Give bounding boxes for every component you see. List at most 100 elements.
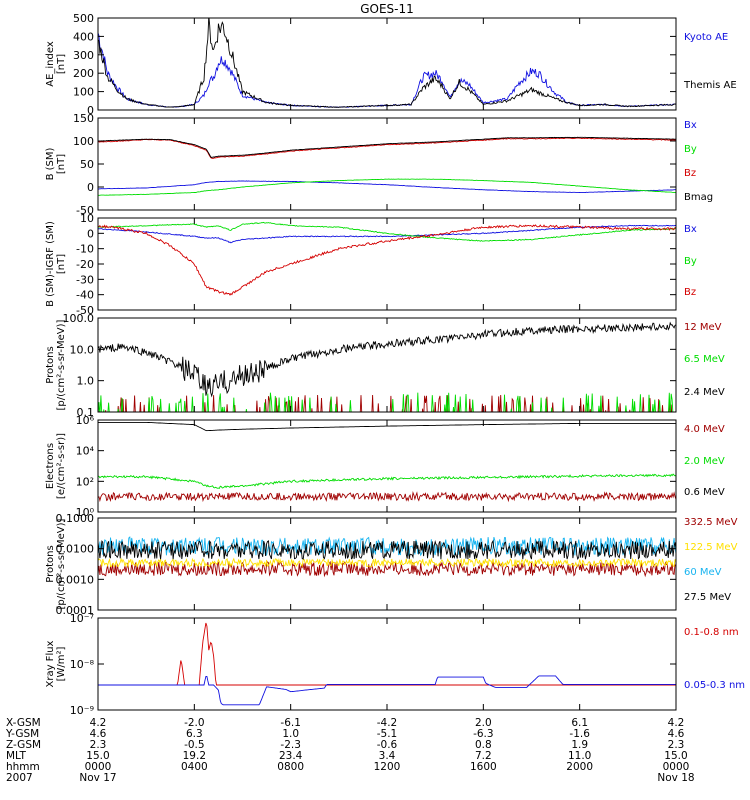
y-axis-label: AE_index <box>45 41 56 87</box>
series-p1-1 <box>98 18 676 109</box>
footer-value: -5.1 <box>377 728 398 740</box>
footer-value: 3.4 <box>379 750 396 762</box>
y-axis-label: Xray Flux <box>45 640 56 687</box>
y-axis-label: B (SM) <box>45 147 56 180</box>
y-tick-label: 500 <box>73 12 94 25</box>
y-axis-label: [nT] <box>56 154 67 174</box>
footer-value: 0000 <box>663 761 690 773</box>
legend-label: Bx <box>684 120 697 131</box>
footer-value: 0000 <box>85 761 112 773</box>
legend-label: 332.5 MeV <box>684 517 738 528</box>
footer-value: 15.0 <box>664 750 687 762</box>
footer-row-label: 2007 <box>6 772 33 784</box>
y-axis-label: B (SM)-IGRF (SM) <box>45 221 56 307</box>
legend-label: 12 MeV <box>684 322 722 333</box>
footer-value: 6.3 <box>186 728 203 740</box>
y-tick-label: 10⁴ <box>76 445 95 458</box>
legend-label: 2.4 MeV <box>684 387 725 398</box>
footer-row-label: Y-GSM <box>5 728 39 740</box>
legend-label: By <box>684 256 697 267</box>
footer-value: 2.3 <box>90 739 107 751</box>
panel-frame <box>97 617 677 711</box>
footer-value: 0400 <box>181 761 208 773</box>
footer-value: 0800 <box>277 761 304 773</box>
footer-value: -0.5 <box>184 739 205 751</box>
y-axis-label: Protons <box>45 346 56 383</box>
footer-value: -2.0 <box>184 717 205 729</box>
y-axis-label: [e/(cm²-s-sr)] <box>56 433 67 499</box>
y-axis-label: [W/m²] <box>56 646 67 681</box>
footer-value: 1200 <box>374 761 401 773</box>
footer-row-label: MLT <box>6 750 26 762</box>
y-axis-label: [p/(cm²-s-sr-MeV)] <box>56 319 67 410</box>
y-tick-label: -50 <box>76 204 94 217</box>
y-tick-label: 10⁰ <box>76 506 95 519</box>
y-tick-label: -40 <box>76 289 94 302</box>
footer-value: 2.0 <box>475 717 492 729</box>
y-tick-label: 0.1000 <box>56 512 95 525</box>
y-tick-label: 400 <box>73 30 94 43</box>
footer-value: 2.3 <box>668 739 685 751</box>
series-p2-2 <box>98 137 676 159</box>
footer-row-label: hhmm <box>6 761 40 773</box>
series-p2-3 <box>98 136 676 158</box>
y-tick-label: 0 <box>87 227 94 240</box>
footer-value: -4.2 <box>377 717 398 729</box>
y-tick-label: 0.0001 <box>56 604 95 617</box>
y-axis-label: Protons <box>45 545 56 582</box>
legend-label: 122.5 MeV <box>684 542 738 553</box>
y-tick-label: 150 <box>73 112 94 125</box>
series-p1-0 <box>98 32 676 108</box>
series-p4-1 <box>98 392 674 412</box>
y-tick-label: -20 <box>76 258 94 271</box>
footer-value: 4.6 <box>90 728 107 740</box>
series-p6-0 <box>98 560 676 578</box>
legend-label: 2.0 MeV <box>684 456 725 467</box>
footer-value: -1.6 <box>569 728 590 740</box>
footer-value: 7.2 <box>475 750 492 762</box>
footer-row-label: Z-GSM <box>6 739 41 751</box>
footer-row-label: X-GSM <box>6 717 41 729</box>
legend-label: Bx <box>684 224 697 235</box>
y-tick-label: 0.0100 <box>56 543 95 556</box>
y-axis-label: [nT] <box>56 54 67 74</box>
y-tick-label: 0 <box>87 181 94 194</box>
y-axis-label: [p/(cm²-s-sr-MeV)] <box>56 518 67 609</box>
y-tick-label: 100.0 <box>63 312 95 325</box>
panel-frame <box>97 117 677 211</box>
y-tick-label: 10² <box>76 475 94 488</box>
y-tick-label: 200 <box>73 67 94 80</box>
footer-value: 1600 <box>470 761 497 773</box>
y-axis-label: Electrons <box>45 443 56 489</box>
plot-title: GOES-11 <box>360 2 414 16</box>
legend-label: By <box>684 144 697 155</box>
panel-p2: 150 100 50 0 -50 B (SM) [nT] Bx By Bz Bmag <box>45 112 713 217</box>
footer-value: 2000 <box>566 761 593 773</box>
y-tick-label: 0.1 <box>77 406 95 419</box>
panel-p4: 100.0 10.0 1.0 0.1 Protons [p/(cm²-s-sr-MeV)]… <box>45 312 725 419</box>
series-p4-2 <box>98 321 676 398</box>
y-tick-label: 1.0 <box>77 375 95 388</box>
y-tick-label: -50 <box>76 304 94 317</box>
legend-label: Bz <box>684 168 696 179</box>
y-tick-label: 10 <box>80 212 94 225</box>
series-p5-0 <box>98 491 676 503</box>
series-p7-1 <box>98 675 676 706</box>
panel-p7: 10⁻⁷ 10⁻⁸ 10⁻⁹ Xray Flux [W/m²] 0.1-0.8 nm 0.0… <box>45 612 745 717</box>
footer-value: 23.4 <box>279 750 303 762</box>
footer-value: -2.3 <box>280 739 301 751</box>
footer-value: -6.1 <box>280 717 301 729</box>
panel-p3: 10 0 -10 -20 -30 -40 -50 B (SM)-IGRF (SM) [nT] Bx… <box>45 212 697 317</box>
series-p3-0 <box>98 224 676 244</box>
y-axis-label: [nT] <box>56 254 67 274</box>
y-tick-label: -30 <box>76 273 94 286</box>
y-tick-label: 100 <box>73 86 94 99</box>
legend-label: 60 MeV <box>684 567 722 578</box>
footer-value: 4.2 <box>668 717 685 729</box>
footer-value: -6.3 <box>473 728 494 740</box>
y-tick-label: 50 <box>80 158 94 171</box>
legend-label: 0.6 MeV <box>684 487 725 498</box>
footer-value: 1.0 <box>282 728 299 740</box>
footer-value: Nov 18 <box>657 772 694 784</box>
